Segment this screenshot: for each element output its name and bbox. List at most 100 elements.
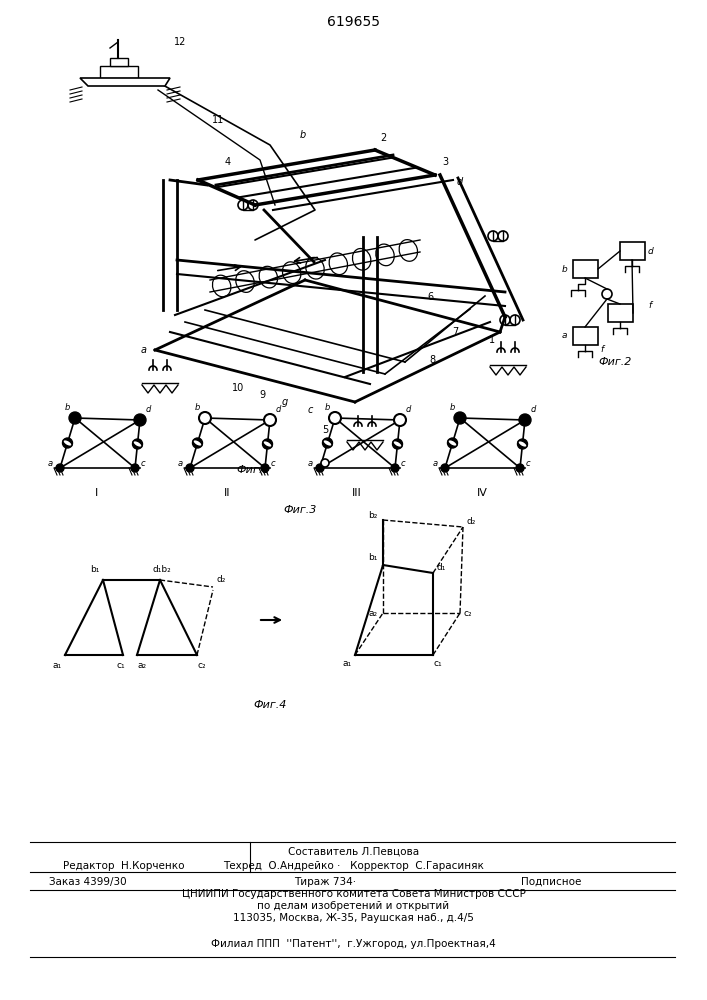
Text: c: c [526,458,530,468]
Text: b: b [561,264,567,273]
Bar [608,304,633,322]
Circle shape [316,464,324,472]
Circle shape [516,464,524,472]
Circle shape [448,438,457,448]
Text: d: d [146,406,151,414]
Circle shape [69,412,81,424]
Text: c₁: c₁ [433,658,443,668]
Text: 619655: 619655 [327,15,380,29]
Circle shape [322,438,332,448]
Text: 10: 10 [232,383,244,393]
Text: c₂: c₂ [464,608,472,617]
Circle shape [262,439,272,449]
Text: d: d [647,246,653,255]
Text: a: a [433,458,438,468]
Ellipse shape [133,441,142,447]
Text: d: d [457,177,463,187]
Text: 11: 11 [212,115,224,125]
Text: Заказ 4399/30: Заказ 4399/30 [49,877,127,887]
Circle shape [199,412,211,424]
Text: Филиал ППП  ''Патент'',  г.Ужгород, ул.Проектная,4: Филиал ППП ''Патент'', г.Ужгород, ул.Про… [211,939,496,949]
Circle shape [519,414,531,426]
Text: d₂: d₂ [467,518,476,526]
Text: Редактор  Н.Корченко: Редактор Н.Корченко [63,861,185,871]
Text: d₂: d₂ [216,574,226,584]
Circle shape [56,464,64,472]
Ellipse shape [393,441,402,447]
Bar [573,327,598,345]
Circle shape [321,459,329,467]
Circle shape [329,412,341,424]
Text: III: III [352,488,362,498]
Text: d₁: d₁ [436,564,445,572]
Bar [100,66,138,78]
Text: 7: 7 [452,327,458,337]
Text: f: f [600,344,604,354]
Text: 12: 12 [174,37,186,47]
Text: b: b [300,130,306,140]
Text: I: I [95,488,98,498]
Text: d: d [530,406,536,414]
Ellipse shape [193,440,202,446]
Text: d: d [405,406,411,414]
Text: c: c [271,458,275,468]
Text: 6: 6 [427,292,433,302]
Circle shape [192,438,202,448]
Text: 5: 5 [322,425,328,435]
Text: ЦНИИПИ Государственного комитета Совета Министров СССР: ЦНИИПИ Государственного комитета Совета … [182,889,525,899]
Text: 113035, Москва, Ж-35, Раушская наб., д.4/5: 113035, Москва, Ж-35, Раушская наб., д.4… [233,913,474,923]
Circle shape [186,464,194,472]
Text: a₂: a₂ [368,608,378,617]
Text: b₂: b₂ [368,510,378,520]
Ellipse shape [518,441,527,447]
Text: a: a [47,458,52,468]
Text: Техред  О.Андрейко ·   Корректор  С.Гарасиняк: Техред О.Андрейко · Корректор С.Гарасиня… [223,861,484,871]
Ellipse shape [263,441,272,447]
Text: Фиг.1: Фиг.1 [236,465,269,475]
Circle shape [518,439,527,449]
Text: 1: 1 [489,335,495,345]
Text: c: c [308,405,312,415]
Text: 3: 3 [442,157,448,167]
Text: II: II [223,488,230,498]
Text: c: c [401,458,405,468]
Text: g: g [282,397,288,407]
Circle shape [441,464,449,472]
Text: c₁: c₁ [117,660,125,670]
Text: Тираж 734·: Тираж 734· [294,877,356,887]
Text: c: c [141,458,146,468]
Text: a₁: a₁ [342,658,351,668]
Circle shape [261,464,269,472]
Text: c₂: c₂ [198,660,206,670]
Text: a₂: a₂ [137,660,146,670]
Bar [573,260,598,278]
Text: Составитель Л.Певцова: Составитель Л.Певцова [288,847,419,857]
Circle shape [134,414,146,426]
Text: f: f [648,300,652,310]
Text: a: a [561,332,567,340]
Text: a₁: a₁ [52,660,62,670]
Text: b₁: b₁ [90,566,100,574]
Text: a: a [141,345,147,355]
Text: Фиг.4: Фиг.4 [253,700,286,710]
Circle shape [391,464,399,472]
Text: a: a [308,458,312,468]
Circle shape [454,412,466,424]
Text: 8: 8 [429,355,435,365]
Text: b: b [64,403,70,412]
Bar [620,242,645,260]
Text: b₁: b₁ [368,552,378,562]
Text: b: b [194,403,199,412]
Circle shape [131,464,139,472]
Text: 4: 4 [225,157,231,167]
Ellipse shape [63,440,72,446]
Text: b: b [325,403,329,412]
Circle shape [62,438,73,448]
Text: 2: 2 [380,133,386,143]
Ellipse shape [448,440,457,446]
Circle shape [392,439,402,449]
Text: 9: 9 [259,390,265,400]
Text: Подписное: Подписное [521,877,582,887]
Text: Фиг.2: Фиг.2 [598,357,631,367]
Polygon shape [80,78,170,86]
